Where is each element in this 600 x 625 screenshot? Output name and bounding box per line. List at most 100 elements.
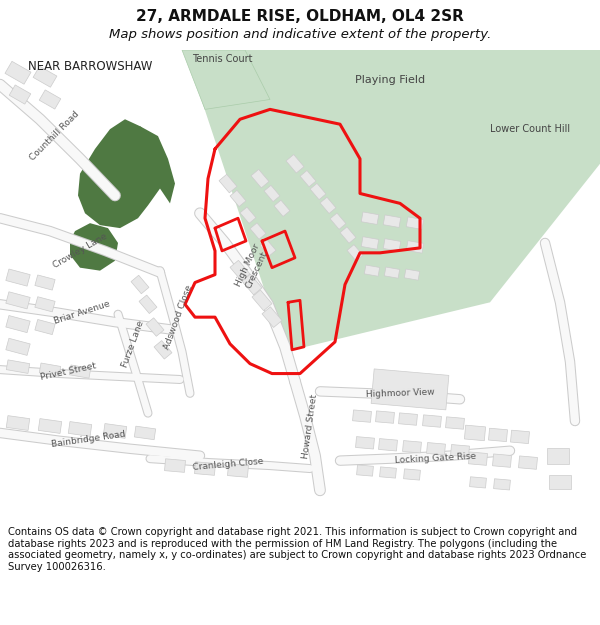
Text: Adswood Close: Adswood Close [162, 284, 194, 351]
Polygon shape [240, 207, 256, 223]
Text: Counthill Road: Counthill Road [28, 109, 82, 162]
Polygon shape [68, 422, 92, 436]
Text: Privet Street: Privet Street [39, 361, 97, 382]
Polygon shape [347, 244, 363, 261]
Polygon shape [35, 297, 55, 312]
Text: Map shows position and indicative extent of the property.: Map shows position and indicative extent… [109, 28, 491, 41]
Polygon shape [404, 469, 421, 480]
Text: 27, ARMDALE RISE, OLDHAM, OL4 2SR: 27, ARMDALE RISE, OLDHAM, OL4 2SR [136, 9, 464, 24]
Polygon shape [6, 338, 30, 356]
Polygon shape [140, 126, 175, 203]
Polygon shape [6, 360, 30, 373]
Polygon shape [264, 185, 280, 202]
Text: Locking Gate Rise: Locking Gate Rise [394, 452, 476, 465]
Text: Crowley Lane: Crowley Lane [52, 232, 109, 270]
Polygon shape [6, 316, 30, 332]
Polygon shape [406, 241, 424, 253]
Polygon shape [356, 465, 373, 476]
Polygon shape [164, 459, 185, 472]
Polygon shape [446, 417, 464, 429]
Polygon shape [398, 413, 418, 425]
Polygon shape [356, 437, 374, 449]
Polygon shape [379, 439, 397, 451]
Polygon shape [6, 292, 30, 309]
Polygon shape [511, 430, 529, 444]
Polygon shape [185, 50, 600, 352]
Polygon shape [251, 169, 269, 188]
Polygon shape [230, 261, 250, 281]
Polygon shape [340, 227, 356, 243]
Polygon shape [9, 85, 31, 104]
Polygon shape [364, 265, 380, 276]
Polygon shape [403, 441, 421, 453]
Polygon shape [252, 290, 272, 311]
Polygon shape [230, 190, 246, 207]
Polygon shape [6, 269, 30, 286]
Polygon shape [380, 467, 397, 478]
Polygon shape [518, 456, 538, 469]
Polygon shape [274, 200, 290, 216]
Polygon shape [219, 174, 237, 193]
Polygon shape [406, 217, 424, 229]
Polygon shape [103, 424, 127, 438]
Text: Cranleigh Close: Cranleigh Close [192, 457, 264, 472]
Polygon shape [33, 66, 57, 88]
Polygon shape [262, 307, 282, 328]
Text: Briar Avenue: Briar Avenue [53, 299, 111, 326]
Text: Lower Count Hill: Lower Count Hill [490, 124, 570, 134]
Polygon shape [78, 119, 168, 228]
Polygon shape [464, 425, 485, 441]
Polygon shape [361, 237, 379, 249]
Polygon shape [371, 369, 449, 410]
Text: Highmoor View: Highmoor View [365, 388, 434, 399]
Polygon shape [488, 428, 508, 442]
Text: Bainbridge Road: Bainbridge Road [50, 429, 125, 449]
Polygon shape [182, 50, 270, 109]
Polygon shape [310, 183, 326, 199]
Polygon shape [139, 295, 157, 314]
Text: Playing Field: Playing Field [355, 74, 425, 84]
Polygon shape [353, 410, 371, 422]
Polygon shape [469, 452, 487, 466]
Polygon shape [493, 454, 511, 468]
Polygon shape [330, 213, 346, 229]
Polygon shape [260, 240, 276, 256]
Polygon shape [69, 365, 91, 378]
Polygon shape [154, 341, 172, 359]
Text: High Moor
Crescent: High Moor Crescent [233, 242, 271, 292]
Polygon shape [404, 269, 419, 280]
Polygon shape [194, 462, 215, 476]
Polygon shape [242, 274, 262, 295]
Polygon shape [38, 419, 62, 433]
Polygon shape [383, 239, 401, 251]
Text: Contains OS data © Crown copyright and database right 2021. This information is : Contains OS data © Crown copyright and d… [8, 527, 586, 572]
Polygon shape [361, 212, 379, 224]
Polygon shape [494, 479, 511, 490]
Polygon shape [39, 90, 61, 109]
Polygon shape [146, 318, 164, 336]
Polygon shape [427, 442, 445, 455]
Polygon shape [250, 223, 266, 239]
Polygon shape [470, 477, 487, 488]
Polygon shape [5, 61, 31, 84]
Polygon shape [6, 416, 30, 431]
Polygon shape [320, 197, 336, 214]
Polygon shape [227, 464, 248, 478]
Polygon shape [422, 415, 442, 428]
Text: NEAR BARROWSHAW: NEAR BARROWSHAW [28, 61, 152, 73]
Polygon shape [376, 411, 394, 423]
Polygon shape [134, 426, 155, 440]
Polygon shape [286, 154, 304, 173]
Polygon shape [451, 444, 469, 457]
Polygon shape [383, 215, 401, 227]
Polygon shape [35, 275, 55, 290]
Text: Furze Lane: Furze Lane [121, 319, 146, 369]
Polygon shape [300, 171, 316, 187]
Polygon shape [39, 363, 61, 376]
Polygon shape [131, 275, 149, 294]
Polygon shape [549, 476, 571, 489]
Polygon shape [70, 223, 118, 271]
Polygon shape [547, 448, 569, 464]
Polygon shape [35, 319, 55, 334]
Text: Tennis Court: Tennis Court [192, 54, 252, 64]
